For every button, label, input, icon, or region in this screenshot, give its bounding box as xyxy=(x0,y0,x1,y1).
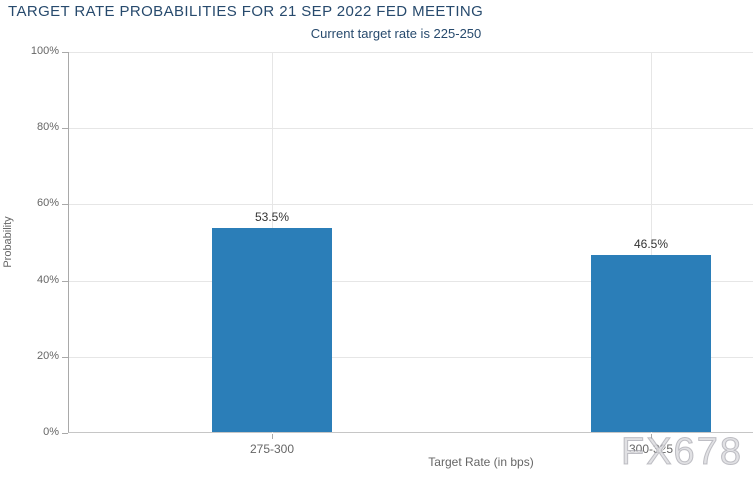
chart-subtitle: Current target rate is 225-250 xyxy=(310,26,482,41)
chart-title: TARGET RATE PROBABILITIES FOR 21 SEP 202… xyxy=(8,3,484,20)
h-gridline xyxy=(69,356,753,358)
h-gridline xyxy=(69,280,753,282)
bar-value-label: 46.5% xyxy=(633,236,669,251)
y-tick-label: 80% xyxy=(36,121,59,134)
h-gridline xyxy=(69,52,753,53)
fx678-watermark: FX678 xyxy=(621,431,743,473)
y-axis-title: Probability xyxy=(2,216,14,268)
probability-bar xyxy=(591,254,711,432)
y-axis-tick xyxy=(62,52,68,53)
y-axis-tick xyxy=(62,204,68,206)
y-tick-label: 100% xyxy=(30,45,59,57)
h-gridline xyxy=(69,128,753,130)
y-axis-tick xyxy=(62,280,68,282)
x-axis-title: Target Rate (in bps) xyxy=(428,455,534,469)
probability-bar xyxy=(212,228,332,432)
y-tick-label: 0% xyxy=(43,426,59,438)
x-axis-tick xyxy=(272,434,273,439)
y-tick-label: 60% xyxy=(36,197,59,210)
bar-value-label: 53.5% xyxy=(254,210,290,225)
y-axis-tick xyxy=(62,128,68,130)
h-gridline xyxy=(69,204,753,206)
y-tick-label: 20% xyxy=(36,349,59,362)
y-axis-tick xyxy=(62,356,68,358)
x-category-label: 275-300 xyxy=(249,442,295,456)
plot-area: 0% 20% 40% 60% 80% 100% 53.5% 275-300 46.5% 300-3… xyxy=(31,45,753,456)
y-tick-label: 40% xyxy=(36,273,59,286)
x-axis-tick xyxy=(651,434,652,439)
v-gridline xyxy=(651,52,652,433)
y-axis-tick xyxy=(62,433,68,434)
x-category-label: 300-325 xyxy=(628,442,674,456)
